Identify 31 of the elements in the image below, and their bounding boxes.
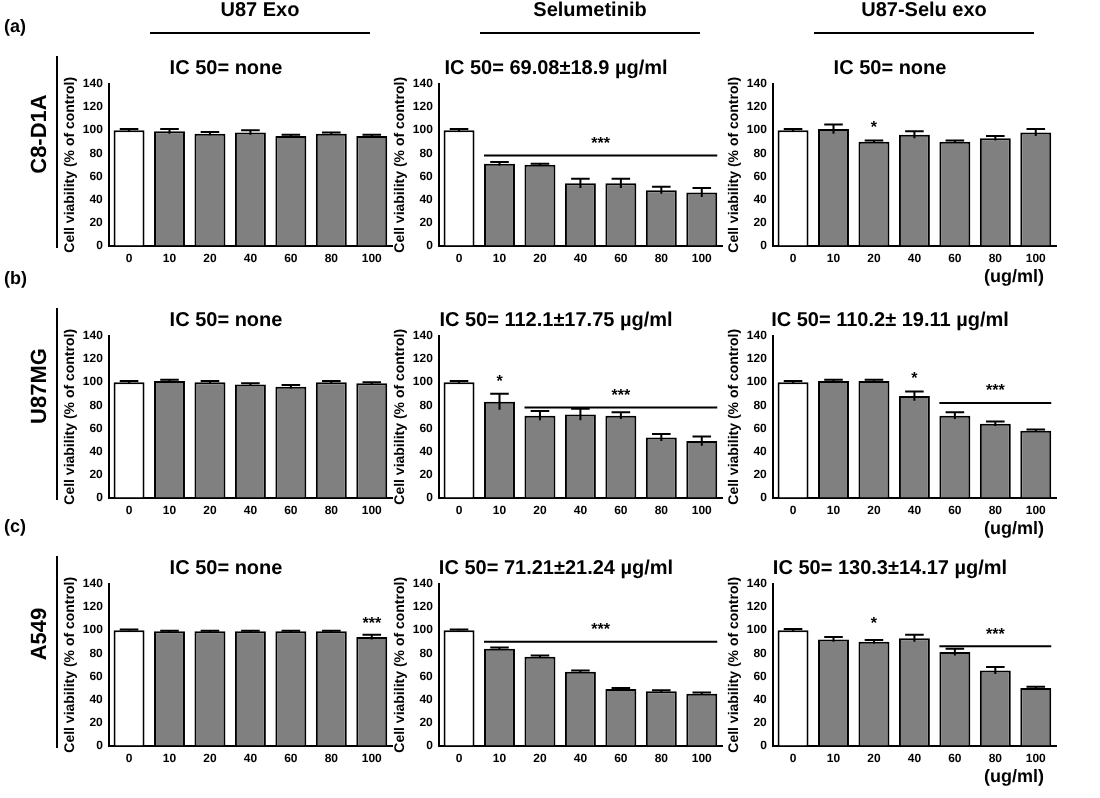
chart-title: IC 50= none — [169, 309, 284, 332]
ref-line-label: *** — [611, 385, 632, 404]
text: (a) — [4, 16, 26, 36]
annotation: * — [870, 118, 879, 137]
ref-line-label: *** — [591, 620, 612, 639]
ref-line-label: *** — [591, 133, 612, 152]
x-axis-title: (ug/ml) — [984, 266, 1044, 286]
chart-title: IC 50= 110.2± 19.11 µg/ml — [771, 309, 1010, 332]
text: (b) — [4, 268, 27, 288]
chart-subtitle: U87-Selu exo — [859, 0, 989, 22]
chart-title: IC 50= 130.3±14.17 µg/ml — [772, 557, 1008, 580]
text: U87MG — [28, 346, 52, 428]
ref-line-label: *** — [985, 381, 1007, 400]
chart-title: IC 50= none — [833, 57, 948, 80]
chart-title: IC 50= none — [169, 557, 284, 580]
ref-line-label: *** — [985, 624, 1007, 643]
chart-subtitle: U87 Exo — [218, 0, 302, 22]
text: C8-D1A — [28, 92, 52, 178]
annotation: *** — [362, 613, 383, 632]
x-axis-title: (ug/ml) — [984, 766, 1044, 786]
chart-title: IC 50= 69.08±18.9 µg/ml — [444, 57, 669, 80]
text: A549 — [28, 605, 52, 665]
chart-subtitle: Selumetinib — [531, 0, 649, 22]
text: (c) — [4, 516, 26, 536]
x-axis-title: (ug/ml) — [984, 518, 1044, 538]
chart-title: IC 50= 112.1±17.75 µg/ml — [439, 309, 674, 332]
chart-title: IC 50= 71.21±21.24 µg/ml — [438, 557, 674, 580]
chart-title: IC 50= none — [169, 57, 284, 80]
annotation: * — [496, 371, 505, 390]
annotation: * — [870, 613, 879, 632]
annotation: * — [911, 369, 920, 388]
